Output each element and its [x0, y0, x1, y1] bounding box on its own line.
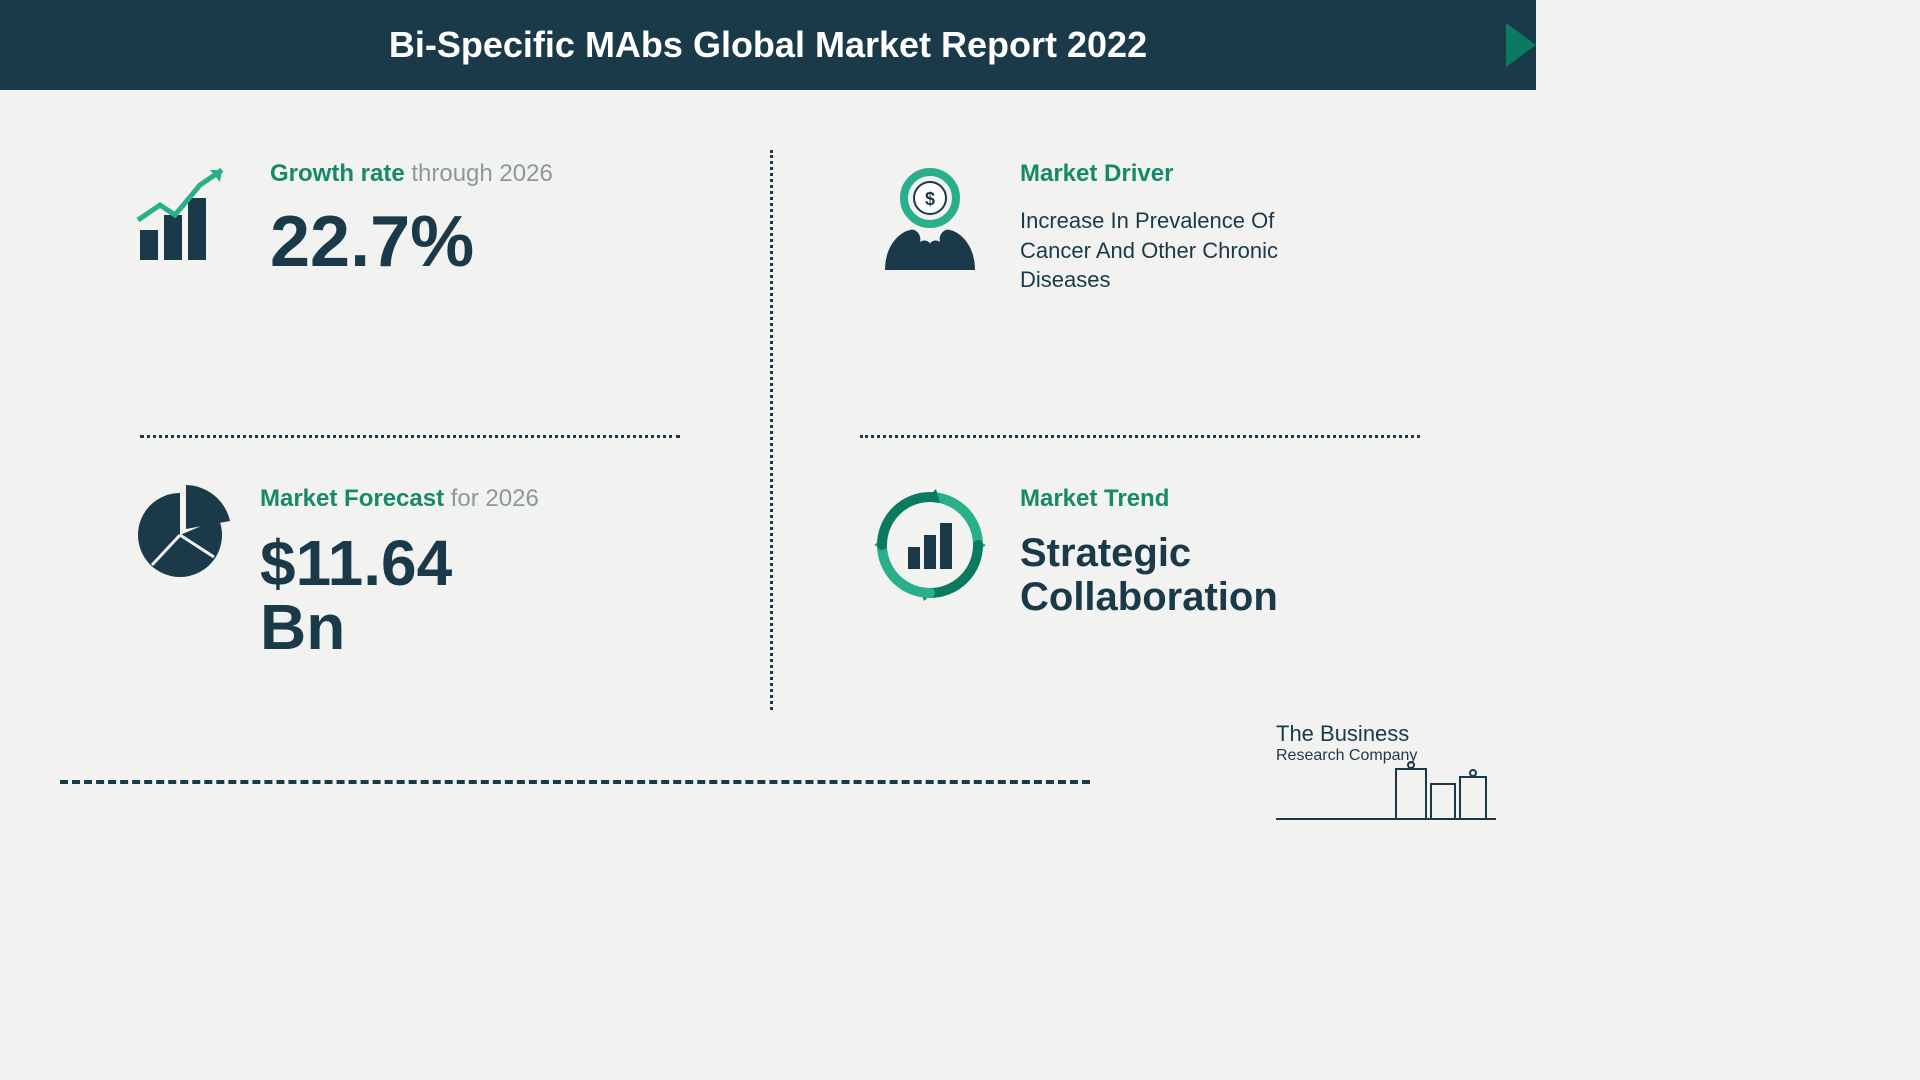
growth-rate-value: 22.7% — [270, 206, 553, 278]
cycle-bars-icon — [870, 485, 990, 610]
page-title: Bi-Specific MAbs Global Market Report 20… — [389, 24, 1147, 66]
market-forecast-block: Market Forecast for 2026 $11.64 Bn — [130, 485, 539, 659]
growth-rate-label-muted: through 2026 — [405, 160, 553, 187]
market-trend-value-line1: Strategic — [1020, 531, 1191, 575]
pie-chart-icon — [130, 485, 230, 590]
market-forecast-value: $11.64 Bn — [260, 531, 539, 659]
horizontal-divider-left — [140, 435, 680, 438]
market-driver-block: $ Market Driver Increase In Prevalence O… — [870, 160, 1340, 295]
market-trend-value-line2: Collaboration — [1020, 575, 1278, 619]
market-driver-body: Increase In Prevalence Of Cancer And Oth… — [1020, 206, 1340, 295]
growth-rate-label-strong: Growth rate — [270, 160, 405, 187]
market-trend-value: Strategic Collaboration — [1020, 531, 1278, 619]
svg-text:$: $ — [925, 189, 935, 209]
header-bar: Bi-Specific MAbs Global Market Report 20… — [0, 0, 1536, 90]
bottom-divider — [60, 780, 1090, 784]
market-forecast-label-muted: for 2026 — [444, 485, 539, 512]
bar-chart-arrow-icon — [130, 160, 240, 275]
market-forecast-label: Market Forecast for 2026 — [260, 485, 539, 513]
content-area: Growth rate through 2026 22.7% Market Fo… — [0, 90, 1536, 864]
growth-rate-label: Growth rate through 2026 — [270, 160, 553, 188]
hands-coin-icon: $ — [870, 160, 990, 285]
market-forecast-value-line1: $11.64 — [260, 527, 452, 599]
market-trend-label: Market Trend — [1020, 485, 1278, 513]
market-driver-label: Market Driver — [1020, 160, 1340, 188]
arrow-right-icon — [1506, 23, 1536, 67]
company-logo: The Business Research Company — [1276, 721, 1496, 834]
logo-line1: The Business — [1276, 721, 1496, 747]
buildings-icon — [1276, 759, 1496, 829]
market-trend-block: Market Trend Strategic Collaboration — [870, 485, 1278, 619]
vertical-divider — [770, 150, 773, 710]
horizontal-divider-right — [860, 435, 1420, 438]
growth-rate-block: Growth rate through 2026 22.7% — [130, 160, 553, 278]
market-forecast-value-line2: Bn — [260, 591, 345, 663]
market-forecast-label-strong: Market Forecast — [260, 485, 444, 512]
